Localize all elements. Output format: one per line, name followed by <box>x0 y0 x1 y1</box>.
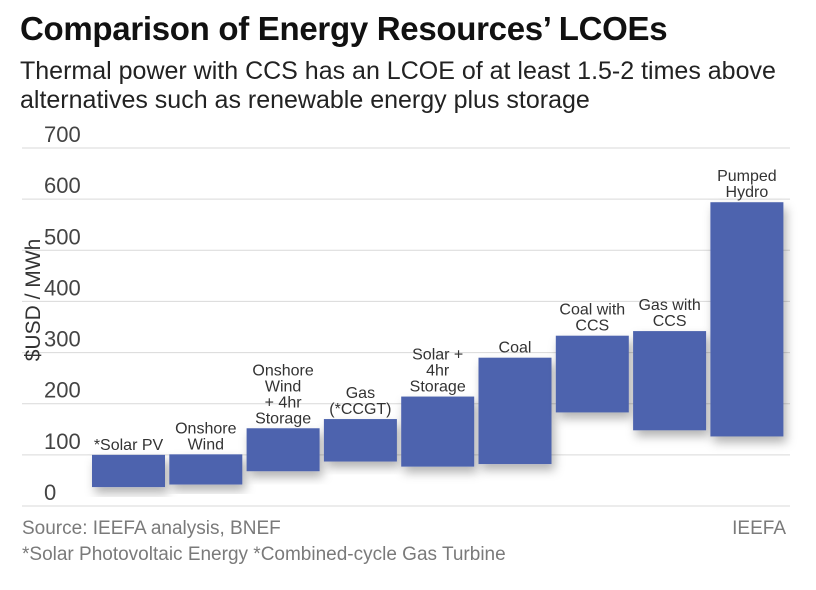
bar <box>633 331 707 431</box>
bar-category-label: Coal with CCS <box>559 302 625 335</box>
bars <box>92 202 784 488</box>
y-tick-label: 600 <box>44 173 81 198</box>
bar-category-label: Pumped Hydro <box>717 168 777 201</box>
bar <box>710 202 784 437</box>
bar-category-label: Gas (*CCGT) <box>329 385 391 418</box>
bar-category-label: Coal <box>499 340 532 357</box>
y-tick-label: 400 <box>44 275 81 300</box>
bar-category-label: Solar +4hr Storage <box>410 347 466 396</box>
y-tick-label: 200 <box>44 378 81 403</box>
category-labels: *Solar PV Onshore Wind Onshore Wind + 4hr Stor… <box>94 168 777 454</box>
bar-category-label: Onshore Wind <box>175 420 236 453</box>
credit-label: IEEFA <box>732 518 786 539</box>
bar-category-label: Onshore Wind + 4hr Storage <box>252 362 313 427</box>
y-axis-label: $USD / MWh <box>22 239 45 362</box>
chart-title: Comparison of Energy Resources’ LCOEs <box>20 10 668 47</box>
bar <box>478 357 552 465</box>
bar <box>92 454 165 488</box>
bar <box>169 454 243 485</box>
bar <box>401 396 475 467</box>
source-note: Source: IEEFA analysis, BNEF <box>22 518 281 539</box>
y-tick-label: 700 <box>44 122 81 147</box>
y-tick-label: 0 <box>44 480 56 505</box>
footnote: *Solar Photovoltaic Energy *Combined-cyc… <box>22 544 506 565</box>
bar <box>323 419 397 462</box>
bar-category-label: Gas with CCS <box>638 297 700 330</box>
y-tick-label: 100 <box>44 429 81 454</box>
bar-category-label: *Solar PV <box>94 437 164 454</box>
bar <box>555 335 629 413</box>
y-axis-ticks: 0 100 200 300 400 500 600 700 <box>44 122 81 505</box>
bar-chart: 0 100 200 300 400 500 600 700 $USD / MWh *Solar… <box>22 122 790 507</box>
bar <box>246 428 320 472</box>
y-tick-label: 300 <box>44 327 81 352</box>
chart-subtitle: Thermal power with CCS has an LCOE of at… <box>20 57 776 114</box>
y-tick-label: 500 <box>44 224 81 249</box>
